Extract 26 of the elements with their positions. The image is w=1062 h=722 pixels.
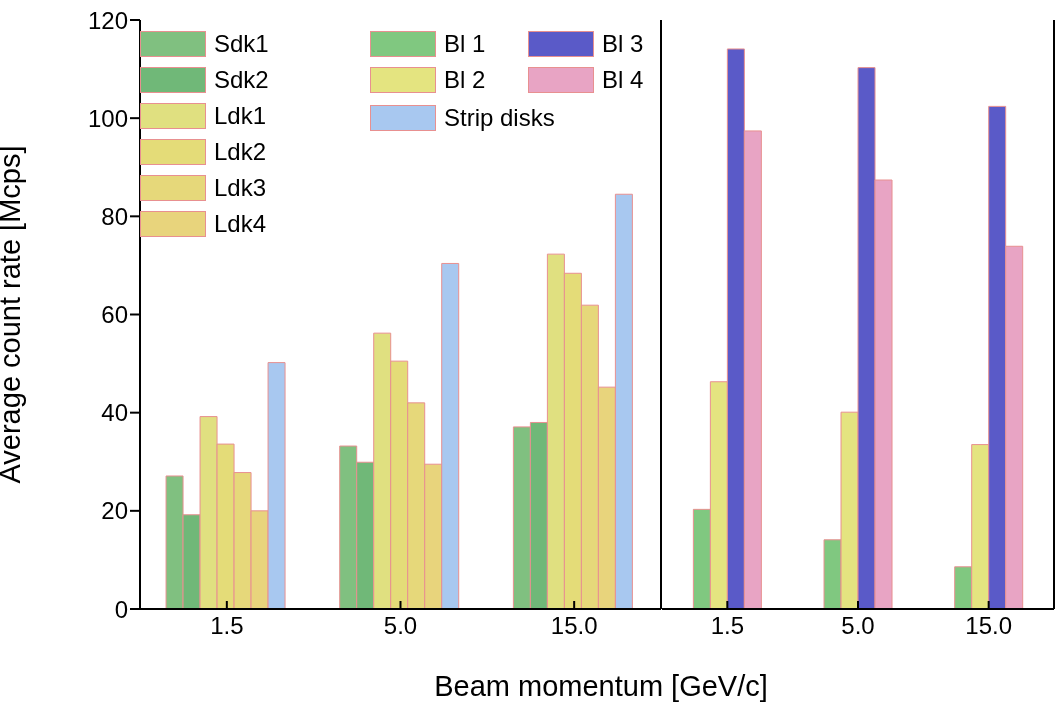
legend-label: Sdk2 <box>213 66 269 94</box>
legend-label: Bl 1 <box>443 30 486 58</box>
y-tick-label: 60 <box>101 301 128 329</box>
legend-label: Ldk3 <box>213 174 267 202</box>
legend-label: Bl 4 <box>601 66 644 94</box>
legend-label: Strip disks <box>443 104 555 132</box>
x-axis-title: Beam momentum [GeV/c] <box>433 670 769 703</box>
x-tick-label: 15.0 <box>550 612 598 640</box>
legend-label: Bl 2 <box>443 66 486 94</box>
y-tick-label: 120 <box>87 6 128 34</box>
y-tick-label: 20 <box>101 497 128 525</box>
legend-label: Ldk2 <box>213 138 267 166</box>
y-tick-label: 0 <box>114 595 128 623</box>
x-tick-label: 5.0 <box>383 612 418 640</box>
y-axis-title: Average count rate [Mcps] <box>0 145 27 484</box>
legend-label: Bl 3 <box>601 30 644 58</box>
y-tick-label: 40 <box>101 399 128 427</box>
x-tick-label: 1.5 <box>210 612 244 640</box>
legend-label: Sdk1 <box>213 30 269 58</box>
x-tick-label: 5.0 <box>841 612 875 640</box>
x-tick-label: 1.5 <box>710 612 745 640</box>
x-tick-label: 15.0 <box>965 612 1013 640</box>
legend-label: Ldk4 <box>213 210 267 238</box>
y-tick-label: 80 <box>101 202 128 230</box>
y-tick-label: 100 <box>87 104 128 132</box>
legend-label: Ldk1 <box>213 102 267 130</box>
